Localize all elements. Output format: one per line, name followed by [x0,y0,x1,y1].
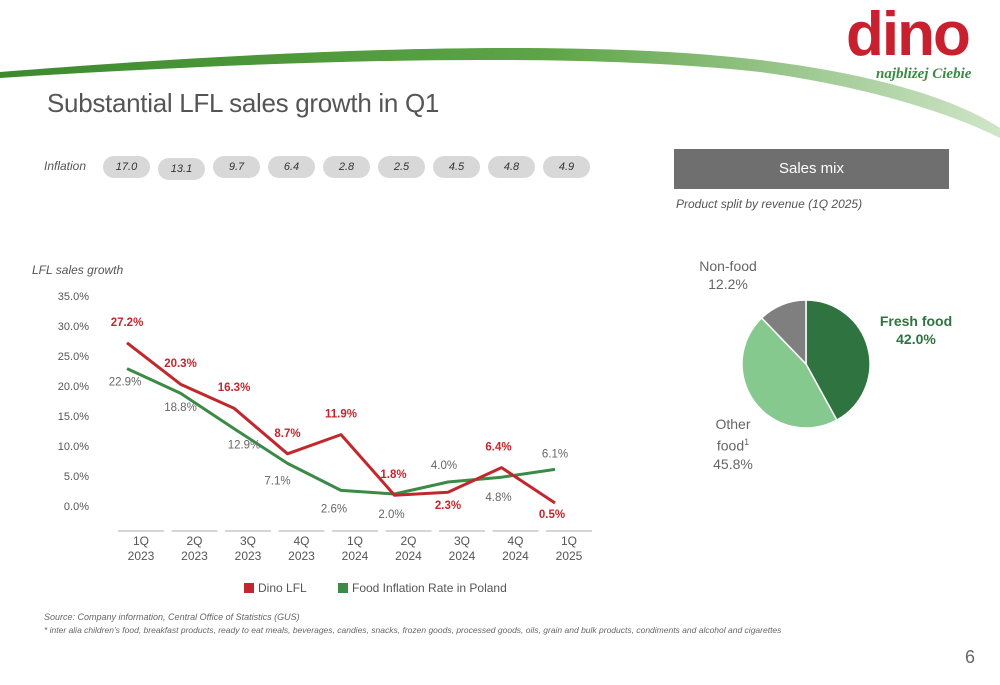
legend-dino-label: Dino LFL [258,581,307,595]
dino-data-label: 20.3% [164,358,197,370]
y-tick-label: 5.0% [64,471,89,483]
x-tick-quarter: 3Q [454,534,470,548]
dino-data-label: 6.4% [485,442,511,454]
sales-mix-header: Sales mix [674,149,949,189]
x-tick-year: 2024 [502,549,529,563]
legend-dino-swatch [244,583,254,593]
inflation-data-label: 18.8% [164,402,197,414]
x-tick-year: 2025 [556,549,583,563]
inflation-data-label: 2.6% [321,503,347,515]
pie-label-other: Other food1 45.8% [700,415,766,473]
dino-data-label: 16.3% [218,382,251,394]
inflation-label: Inflation [44,159,87,173]
pie-nonfood-value: 12.2% [708,276,748,292]
inflation-pill: 2.8 [323,156,370,178]
y-tick-label: 10.0% [58,441,89,453]
x-tick-year: 2023 [235,549,262,563]
inflation-pill: 2.5 [378,156,425,178]
inflation-pill: 9.7 [213,156,260,178]
inflation-pill: 13.1 [158,158,205,180]
logo-tagline: najbliżej Ciebie [876,66,972,82]
x-tick-quarter: 1Q [561,534,577,548]
dino-data-label: 1.8% [380,469,406,481]
pie-other-name-line2: food [716,437,745,454]
inflation-data-label: 2.0% [378,509,404,521]
y-tick-label: 35.0% [58,291,89,303]
x-tick-quarter: 2Q [186,534,202,548]
inflation-pill: 6.4 [268,156,315,178]
footnote: * inter alia children’s food, breakfast … [44,625,782,635]
lfl-line-chart: 0.0% 5.0% 10.0% 15.0% 20.0% 25.0% 30.0% 35.0% 1Q… [58,291,592,563]
pie-fresh-name: Fresh food [879,313,953,329]
dino-lfl-line [126,341,556,505]
x-tick-year: 2024 [395,549,422,563]
x-tick-quarter: 4Q [293,534,309,548]
x-tick-year: 2023 [288,549,315,563]
x-tick-quarter: 2Q [400,534,416,548]
x-tick-year: 2023 [128,549,155,563]
page-title: Substantial LFL sales growth in Q1 [47,88,440,118]
sales-mix-pie [741,299,871,429]
dino-data-label: 0.5% [539,509,565,521]
inflation-data-label: 4.0% [431,460,457,472]
y-tick-label: 0.0% [64,501,89,513]
legend-inflation-swatch [338,583,348,593]
x-tick-quarter: 1Q [133,534,149,548]
x-tick-year: 2024 [449,549,476,563]
pie-label-fresh: Fresh food 42.0% [876,312,956,348]
inflation-line [126,367,556,496]
sales-mix-subtitle: Product split by revenue (1Q 2025) [676,197,863,211]
inflation-pill: 4.9 [543,156,590,178]
pie-label-nonfood: Non-food 12.2% [690,257,766,293]
inflation-pill: 17.0 [103,156,150,178]
page-number: 6 [965,647,976,667]
dino-logo: dino [846,0,971,69]
inflation-data-label: 22.9% [109,377,142,389]
y-tick-label: 15.0% [58,411,89,423]
pie-slice-other-food [741,316,838,429]
pie-slice-non-food [760,299,807,366]
legend-inflation: Food Inflation Rate in Poland [338,581,507,595]
pie-other-footnote-mark: 1 [744,437,750,447]
pie-other-name-line1: Other [715,416,751,432]
pie-slice-fresh-food [805,299,871,422]
inflation-pill: 4.5 [433,156,480,178]
pie-fresh-value: 42.0% [896,331,936,347]
y-tick-label: 25.0% [58,351,89,363]
y-tick-label: 30.0% [58,321,89,333]
dino-data-label: 2.3% [435,500,461,512]
legend-dino: Dino LFL [244,581,307,595]
pie-other-value: 45.8% [713,455,753,472]
inflation-data-label: 12.9% [228,440,261,452]
dino-data-label: 11.9% [325,409,357,421]
inflation-data-label: 7.1% [264,475,290,487]
inflation-pill: 4.8 [488,156,535,178]
x-tick-quarter: 1Q [347,534,363,548]
x-tick-year: 2024 [342,549,369,563]
source-note: Source: Company information, Central Off… [44,612,300,622]
x-tick-quarter: 4Q [507,534,523,548]
lfl-chart-title: LFL sales growth [32,263,124,277]
dino-data-label: 27.2% [111,317,144,329]
dino-data-label: 8.7% [274,428,300,440]
inflation-data-label: 6.1% [542,448,568,460]
pie-nonfood-name: Non-food [699,258,757,274]
y-tick-label: 20.0% [58,381,89,393]
x-tick-quarter: 3Q [240,534,256,548]
header-swoosh [0,47,1000,138]
legend-inflation-label: Food Inflation Rate in Poland [352,581,507,595]
x-tick-year: 2023 [181,549,208,563]
inflation-data-label: 4.8% [485,492,511,504]
